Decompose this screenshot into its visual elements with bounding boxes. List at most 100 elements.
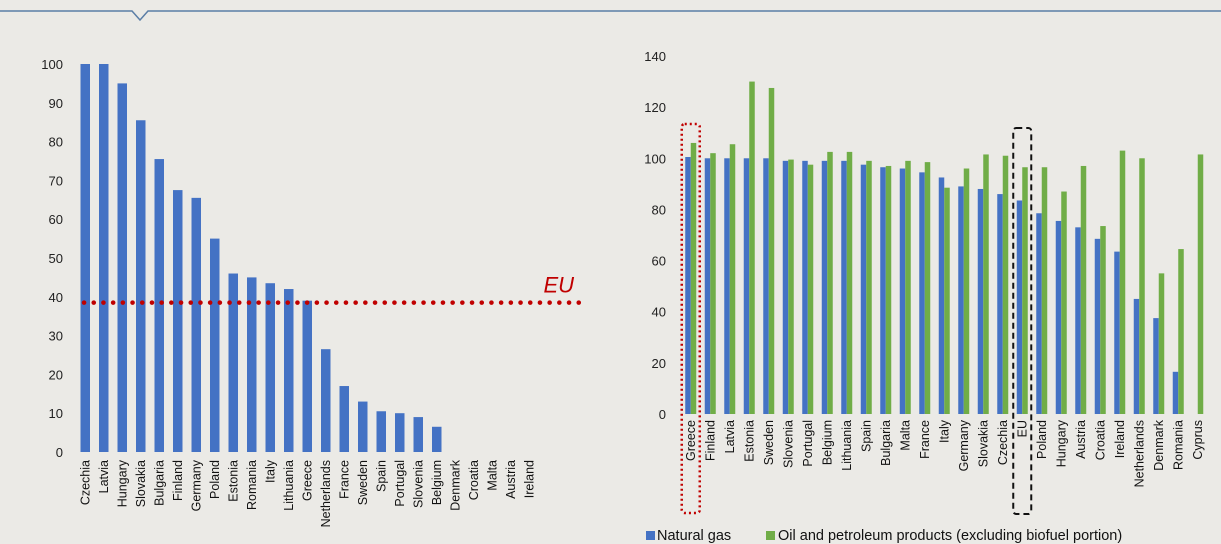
bar-natural-gas-czechia bbox=[997, 194, 1003, 414]
left-y-tick: 50 bbox=[49, 251, 63, 266]
right-category-label: Italy bbox=[937, 419, 951, 443]
bar-oil-austria bbox=[1080, 165, 1087, 414]
bar-oil-italy bbox=[944, 187, 950, 414]
bar-natural-gas-germany bbox=[958, 186, 964, 414]
left-category-label: Ireland bbox=[522, 460, 536, 498]
left-category-label: Slovakia bbox=[134, 460, 148, 507]
right-category-label: Lithuania bbox=[840, 420, 854, 471]
eu-reference-label: EU bbox=[543, 273, 574, 298]
right-category-label: Bulgaria bbox=[879, 420, 893, 466]
bar-natural-gas-latvia bbox=[724, 158, 730, 414]
bar-czechia bbox=[80, 64, 90, 452]
bar-oil-spain bbox=[866, 160, 872, 414]
left-bars bbox=[80, 64, 442, 453]
left-y-tick: 70 bbox=[49, 173, 63, 188]
left-category-label: Bulgaria bbox=[152, 460, 166, 506]
right-category-label: Cyprus bbox=[1191, 420, 1205, 460]
bar-oil-bulgaria bbox=[885, 165, 892, 414]
bar-oil-germany bbox=[963, 168, 970, 414]
right-category-label: Estonia bbox=[742, 420, 756, 462]
bar-natural-gas-portugal bbox=[802, 160, 808, 414]
legend-swatch-natural-gas bbox=[646, 531, 655, 540]
bar-oil-ireland bbox=[1119, 150, 1126, 414]
right-chart: 0 20 40 60 80 100 120 140 Greece Finland Latvia Es… bbox=[644, 49, 1204, 544]
bar-oil-latvia bbox=[729, 144, 736, 414]
bar-natural-gas-france bbox=[919, 172, 925, 414]
bar-oil-slovenia bbox=[788, 159, 794, 414]
left-category-label: Italy bbox=[263, 459, 277, 483]
bar-natural-gas-eu bbox=[1016, 200, 1023, 414]
left-y-tick: 90 bbox=[49, 96, 63, 111]
left-category-label: Croatia bbox=[467, 460, 481, 500]
right-y-tick: 120 bbox=[644, 100, 666, 115]
bar-oil-croatia bbox=[1100, 226, 1106, 414]
left-category-label: Netherlands bbox=[319, 460, 333, 527]
left-category-label: Belgium bbox=[430, 460, 444, 505]
bar-natural-gas-belgium bbox=[821, 160, 828, 414]
bar-oil-france bbox=[924, 162, 931, 414]
left-y-tick: 0 bbox=[56, 445, 63, 460]
right-category-label: Slovenia bbox=[781, 420, 795, 468]
bar-oil-estonia bbox=[749, 81, 755, 415]
right-category-label: Germany bbox=[957, 419, 971, 471]
bar-romania bbox=[247, 277, 257, 452]
bar-oil-malta bbox=[905, 160, 911, 414]
legend: Natural gas Oil and petroleum products (… bbox=[646, 528, 1122, 544]
bar-natural-gas-slovakia bbox=[977, 188, 984, 414]
right-category-label: Austria bbox=[1074, 420, 1088, 459]
bar-natural-gas-austria bbox=[1075, 227, 1081, 414]
right-category-label: EU bbox=[1015, 420, 1029, 437]
right-category-label: Slovakia bbox=[976, 420, 990, 467]
bar-slovakia bbox=[136, 120, 146, 452]
left-category-label: Czechia bbox=[78, 460, 92, 505]
left-category-label: Slovenia bbox=[411, 460, 425, 508]
bar-oil-greece bbox=[690, 142, 697, 414]
right-y-tick: 60 bbox=[652, 254, 666, 269]
bar-spain bbox=[376, 411, 386, 452]
bar-natural-gas-italy bbox=[938, 177, 945, 414]
bar-oil-romania bbox=[1178, 249, 1184, 414]
right-category-label: Poland bbox=[1035, 420, 1049, 459]
left-category-label: Romania bbox=[245, 460, 259, 510]
legend-swatch-oil bbox=[766, 531, 775, 540]
left-category-label: Poland bbox=[208, 460, 222, 499]
right-bars bbox=[685, 81, 1204, 415]
right-category-label: Hungary bbox=[1054, 419, 1068, 467]
left-category-label: Sweden bbox=[356, 460, 370, 505]
right-category-label: Finland bbox=[703, 420, 717, 461]
left-category-label: Estonia bbox=[226, 460, 240, 502]
bar-oil-eu bbox=[1022, 167, 1028, 414]
bar-poland bbox=[210, 238, 220, 452]
left-category-label: Denmark bbox=[448, 459, 462, 510]
left-category-label: Hungary bbox=[115, 459, 129, 507]
right-y-axis: 0 20 40 60 80 100 120 140 bbox=[644, 49, 666, 422]
greece-highlight-box bbox=[680, 122, 701, 515]
right-category-label: Latvia bbox=[723, 420, 737, 453]
bar-natural-gas-sweden bbox=[763, 158, 769, 414]
bar-belgium bbox=[432, 426, 442, 452]
bar-natural-gas-lithuania bbox=[841, 160, 847, 414]
left-y-tick: 10 bbox=[49, 406, 63, 421]
right-category-label: Belgium bbox=[820, 420, 834, 465]
right-y-tick: 80 bbox=[652, 202, 666, 217]
left-category-label: Lithuania bbox=[282, 460, 296, 511]
bar-bulgaria bbox=[154, 159, 164, 452]
left-y-tick: 100 bbox=[41, 57, 63, 72]
left-category-label: Spain bbox=[374, 460, 388, 492]
left-x-axis: Czechia Latvia Hungary Slovakia Bulgaria Finl… bbox=[78, 459, 536, 527]
left-category-label: Portugal bbox=[393, 460, 407, 507]
bar-portugal bbox=[395, 413, 405, 452]
legend-label-natural-gas: Natural gas bbox=[657, 528, 731, 544]
right-category-label: Spain bbox=[859, 420, 873, 452]
bar-natural-gas-ireland bbox=[1114, 251, 1120, 414]
left-category-label: Greece bbox=[300, 460, 314, 501]
bar-oil-denmark bbox=[1158, 273, 1165, 414]
bar-natural-gas-estonia bbox=[743, 158, 750, 414]
right-category-label: Romania bbox=[1171, 420, 1185, 470]
right-y-tick: 140 bbox=[644, 49, 666, 64]
bar-oil-netherlands bbox=[1139, 158, 1145, 414]
right-category-label: Ireland bbox=[1113, 420, 1127, 458]
bar-natural-gas-hungary bbox=[1055, 220, 1062, 414]
right-category-label: Czechia bbox=[996, 420, 1010, 465]
bar-natural-gas-finland bbox=[704, 158, 711, 414]
